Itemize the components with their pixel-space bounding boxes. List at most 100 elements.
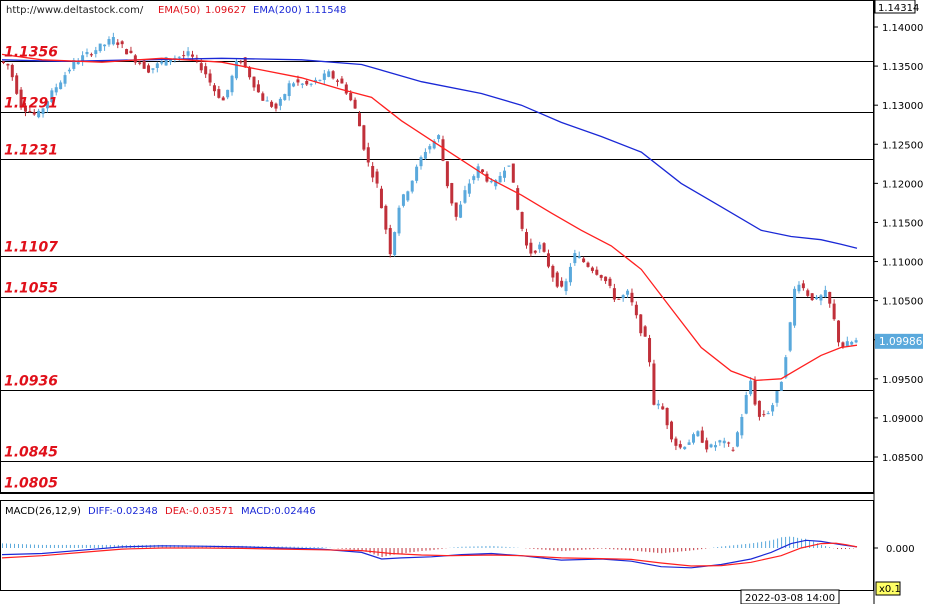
candle-body <box>437 135 441 140</box>
candle-body <box>173 57 177 59</box>
candle-body <box>529 242 533 254</box>
candle-body <box>573 253 577 264</box>
candle-body <box>445 161 449 187</box>
candle-body <box>854 340 858 343</box>
candle-body <box>217 89 221 98</box>
candle-body <box>735 432 739 447</box>
candle-body <box>494 180 498 187</box>
level-label: 1.1107 <box>4 240 58 256</box>
candle-body <box>278 98 282 106</box>
candle-body <box>2 61 5 64</box>
candle-body <box>568 266 572 283</box>
candle-body <box>700 430 704 443</box>
candle-body <box>476 166 480 178</box>
candle-body <box>674 438 678 446</box>
candle-body <box>779 381 783 391</box>
candle-body <box>28 111 32 113</box>
candle-body <box>397 207 401 234</box>
candle-body <box>582 258 586 263</box>
price-tick-label: 1.12500 <box>882 140 923 151</box>
candle-body <box>212 85 216 92</box>
candle-body <box>147 65 151 73</box>
timestamp-text: 2022-03-08 14:00 <box>745 593 835 604</box>
candle-body <box>300 83 304 85</box>
candle-body <box>327 71 331 77</box>
macd-dea: DEA:-0.03571 <box>165 506 234 517</box>
candle-body <box>274 103 278 109</box>
candle-body <box>722 440 726 444</box>
candle-body <box>788 322 792 351</box>
candle-body <box>186 51 190 56</box>
candle-body <box>524 232 528 246</box>
candle-body <box>366 147 370 163</box>
candle-body <box>841 342 845 348</box>
candle-body <box>850 341 854 345</box>
candle-body <box>305 80 309 85</box>
candle-body <box>823 290 827 298</box>
candle-body <box>771 405 775 412</box>
candle-body <box>652 363 656 405</box>
candle-body <box>41 108 45 115</box>
candle-body <box>801 283 805 289</box>
candle-body <box>740 416 744 436</box>
candle-body <box>775 391 779 403</box>
candle-body <box>749 380 753 395</box>
candle-body <box>806 290 810 296</box>
candle-body <box>226 89 230 98</box>
candle-body <box>349 92 353 101</box>
candle-body <box>683 446 687 450</box>
candle-body <box>419 157 423 167</box>
candle-body <box>819 295 823 301</box>
candle-body <box>441 139 445 161</box>
candle-body <box>261 93 265 101</box>
candle-body <box>107 39 111 45</box>
candle-body <box>837 320 841 343</box>
candle-body <box>248 67 252 78</box>
candle-body <box>428 146 432 150</box>
current-price-text: 1.09986 <box>879 336 923 348</box>
candle-body <box>661 406 665 410</box>
candle-body <box>19 89 23 108</box>
zoom-text: x0.1 <box>879 584 901 595</box>
candle-body <box>551 265 555 278</box>
candle-body <box>709 444 713 448</box>
candle-body <box>344 84 348 94</box>
level-label: 1.0936 <box>4 374 58 390</box>
candle-body <box>45 101 49 109</box>
candle-body <box>388 228 392 255</box>
candle-body <box>67 69 71 72</box>
candle-body <box>538 244 542 250</box>
candle-body <box>727 442 731 444</box>
candle-body <box>120 41 124 45</box>
price-tick-label: 1.13000 <box>882 101 923 112</box>
candle-body <box>467 183 471 194</box>
candle-body <box>287 83 291 97</box>
candle-body <box>98 43 102 52</box>
top-price-text: 1.14314 <box>878 3 919 14</box>
candle-body <box>815 297 819 300</box>
candle-body <box>393 232 397 256</box>
candle-body <box>314 79 318 82</box>
candle-body <box>81 55 85 62</box>
candle-body <box>626 290 630 295</box>
candle-body <box>199 63 203 71</box>
candle-body <box>713 445 717 448</box>
candle-body <box>832 303 836 320</box>
candle-body <box>678 444 682 448</box>
candle-body <box>696 431 700 437</box>
candle-body <box>507 165 511 167</box>
candle-body <box>463 190 467 203</box>
candle-body <box>76 61 80 65</box>
candle-body <box>718 440 722 443</box>
candle-body <box>595 269 599 275</box>
candle-body <box>85 52 89 55</box>
candle-body <box>182 55 186 57</box>
ema50-value: 1.09627 <box>205 5 246 16</box>
zoom-indicator[interactable]: x0.1 <box>875 581 901 596</box>
current-price-marker: 1.09986 <box>875 333 923 349</box>
candle-body <box>577 256 581 259</box>
candle-body <box>590 267 594 271</box>
top-price-label: 1.14314 <box>874 0 919 14</box>
ema200-line <box>1 57 858 249</box>
